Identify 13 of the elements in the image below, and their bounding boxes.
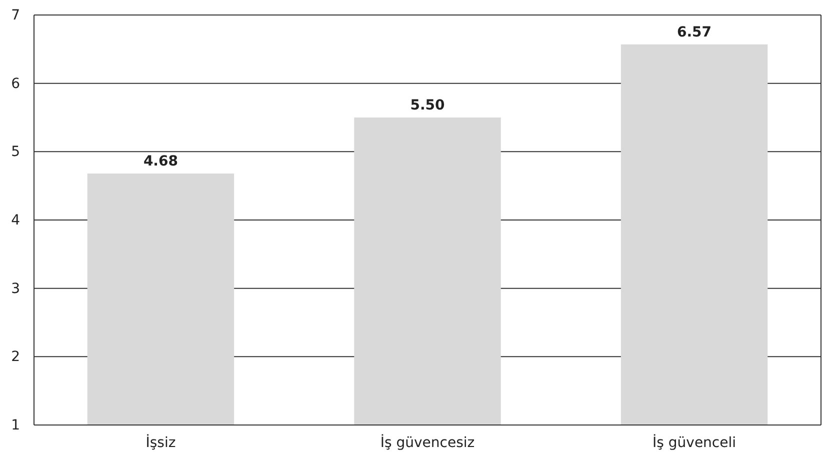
y-tick-label: 1 [11, 417, 20, 434]
y-tick-label: 2 [11, 349, 20, 366]
y-tick-label: 7 [11, 7, 20, 24]
y-tick-label: 3 [11, 280, 20, 297]
y-tick-label: 5 [11, 144, 20, 160]
x-tick-label: İşsiz [146, 434, 176, 451]
x-tick-label: İş güvencesiz [380, 434, 475, 451]
data-label: 4.68 [143, 154, 178, 170]
y-tick-label: 4 [11, 212, 20, 228]
y-tick-label: 6 [11, 76, 20, 92]
data-label: 6.57 [677, 24, 712, 40]
data-label: 5.50 [410, 98, 446, 114]
x-tick-label: İş güvenceli [652, 434, 736, 451]
